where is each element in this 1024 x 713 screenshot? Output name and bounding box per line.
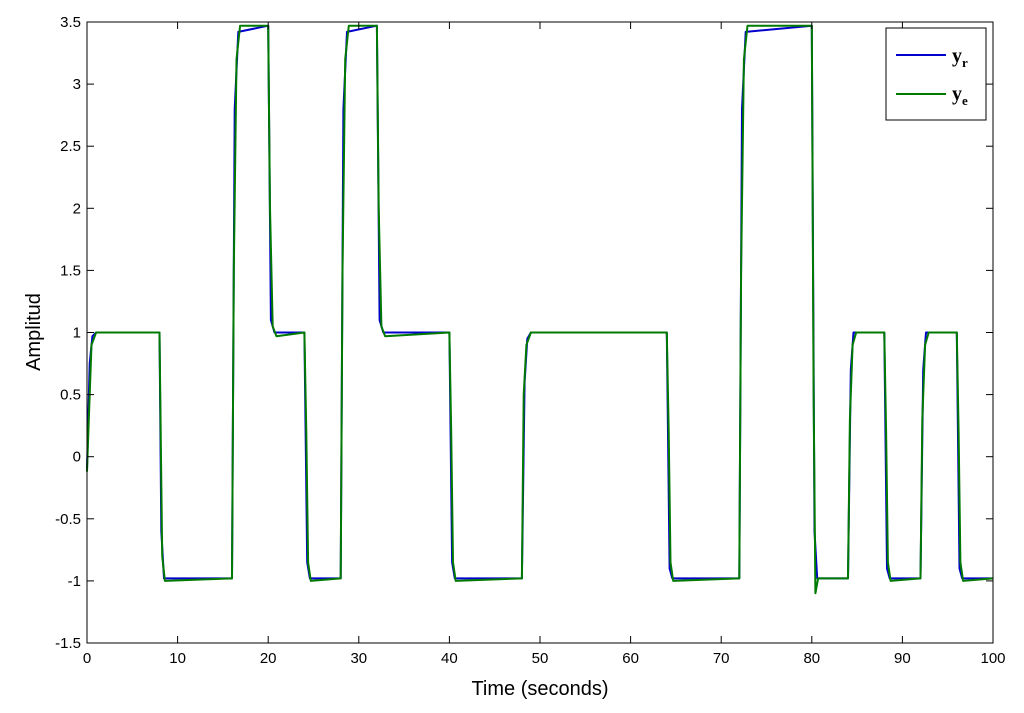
y-tick-label: 0.5 — [60, 387, 81, 404]
y-tick-label: 0 — [73, 449, 81, 466]
x-tick-label: 10 — [169, 650, 186, 667]
y-tick-label: -1.5 — [55, 635, 81, 652]
y-tick-label: 1.5 — [60, 262, 81, 279]
x-axis-title: Time (seconds) — [471, 678, 608, 700]
y-tick-label: 2 — [73, 200, 81, 217]
y-tick-label: 3 — [73, 76, 81, 93]
legend-label-yr: yr — [952, 45, 968, 70]
x-tick-label: 30 — [350, 650, 367, 667]
y-axis-title: Amplitud — [23, 293, 45, 371]
y-tick-label: 1 — [73, 325, 81, 342]
series-line-ye — [86, 24, 994, 595]
y-tick-label: -1 — [68, 573, 81, 590]
legend-box — [885, 27, 987, 121]
x-tick-label: 90 — [894, 650, 911, 667]
x-tick-label: 60 — [622, 650, 639, 667]
x-tick-label: 20 — [260, 650, 277, 667]
x-tick-label: 70 — [713, 650, 730, 667]
x-tick-label: 0 — [83, 650, 91, 667]
y-tick-label: 3.5 — [60, 14, 81, 31]
y-tick-label: -0.5 — [55, 511, 81, 528]
x-tick-label: 80 — [803, 650, 820, 667]
series-group — [86, 24, 994, 595]
x-tick-label: 40 — [441, 650, 458, 667]
x-tick-label: 50 — [532, 650, 549, 667]
axes-box — [86, 21, 994, 644]
legend-label-ye: ye — [952, 83, 968, 108]
legend: yr ye — [885, 27, 987, 121]
x-tick-label: 100 — [980, 650, 1005, 667]
y-tick-label: 2.5 — [60, 138, 81, 155]
tick-group: 0 10 20 30 40 50 60 70 80 90 100 -1.5 -1 -0.5 0 0.5 1 1.5… — [55, 14, 1005, 667]
